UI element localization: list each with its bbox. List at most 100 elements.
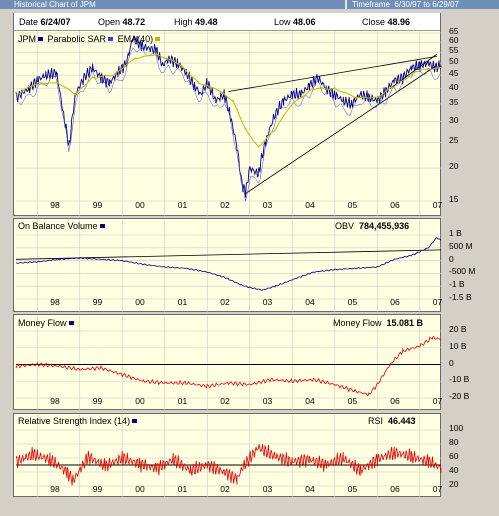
rsi-x-tick-00: 00 — [135, 484, 145, 494]
obv-y-tick-2: 0 — [449, 253, 454, 264]
price-x-tick-06: 06 — [390, 200, 400, 210]
rsi-y-tick-4: 20 — [449, 479, 459, 489]
price-series-ema-40- — [15, 52, 442, 149]
rsi-x-tick-07: 07 — [432, 484, 443, 494]
price-x-tick-01: 01 — [177, 200, 188, 210]
rsi-x-tick-02: 02 — [220, 484, 230, 494]
money-flow-y-tick-2: 0 — [449, 357, 454, 368]
timeframe-value: 6/30/97 to 6/29/07 — [394, 0, 459, 9]
obv-x-tick-07: 07 — [432, 297, 443, 307]
money-flow-x-tick-03: 03 — [262, 396, 273, 406]
money-flow-series-money-flow — [15, 335, 442, 397]
price-y-tick-4: 45 — [449, 68, 459, 79]
money-flow-x-tick-99: 99 — [92, 396, 103, 406]
money-flow-plot-svg — [15, 316, 442, 410]
close-readout: Close 48.96 — [362, 17, 411, 27]
window-titlebar: Historical Chart of JPM Timeframe 6/30/9… — [0, 0, 499, 9]
price-plot-svg — [15, 15, 442, 216]
rsi-swatch — [132, 419, 138, 424]
obv-x-tick-05: 05 — [347, 297, 358, 307]
obv-readout: OBV 784,455,936 — [335, 221, 410, 231]
rsi-x-tick-98: 98 — [50, 484, 60, 494]
money-flow-y-tick-0: 20 B — [449, 324, 467, 334]
obv-x-tick-98: 98 — [50, 297, 60, 307]
price-trendline-0 — [228, 55, 437, 92]
price-y-tick-7: 30 — [449, 114, 459, 125]
obv-x-tick-02: 02 — [220, 297, 230, 307]
money-flow-x-tick-01: 01 — [177, 396, 188, 406]
date-readout: Date 6/24/07 — [19, 17, 71, 27]
money-flow-x-tick-05: 05 — [347, 396, 358, 406]
obv-panel — [13, 218, 442, 312]
obv-y-tick-5: -1.5 B — [449, 292, 472, 302]
legend-ema: EMA(40) — [117, 34, 154, 44]
obv-title: On Balance Volume — [18, 221, 98, 231]
obv-trendline-0 — [15, 249, 442, 260]
obv-x-tick-04: 04 — [305, 297, 315, 307]
legend-jpm-swatch — [38, 37, 43, 42]
rsi-x-tick-06: 06 — [390, 484, 400, 494]
rsi-x-tick-04: 04 — [305, 484, 315, 494]
price-y-tick-9: 20 — [449, 161, 459, 172]
money-flow-title: Money Flow — [18, 318, 67, 328]
obv-x-tick-01: 01 — [177, 297, 188, 307]
money-flow-y-tick-3: -10 B — [449, 374, 470, 385]
obv-legend: On Balance Volume — [18, 221, 107, 231]
rsi-legend: Relative Strength Index (14) — [18, 416, 139, 426]
rsi-readout: RSI 46.443 — [368, 416, 416, 426]
rsi-panel — [13, 413, 442, 497]
price-y-tick-1: 60 — [449, 35, 459, 46]
price-x-tick-00: 00 — [135, 200, 145, 210]
price-x-tick-03: 03 — [262, 200, 273, 210]
rsi-y-tick-3: 40 — [449, 465, 459, 475]
legend-sar-swatch — [108, 37, 114, 42]
obv-y-tick-1: 500 M — [449, 240, 473, 251]
obv-y-tick-4: -1 B — [449, 279, 465, 290]
legend-sar: Parabolic SAR — [47, 34, 107, 44]
price-panel — [13, 13, 442, 216]
obv-value: 784,455,936 — [359, 221, 410, 231]
price-legend: JPM Parabolic SAR EMA(40) — [18, 34, 162, 44]
timeframe-label: Timeframe — [352, 0, 390, 9]
money-flow-panel — [13, 314, 442, 410]
price-series-jpm — [15, 35, 442, 198]
rsi-y-tick-1: 80 — [449, 437, 459, 447]
money-flow-x-tick-02: 02 — [220, 396, 230, 406]
price-y-tick-3: 50 — [449, 56, 459, 67]
money-flow-y-tick-1: 10 B — [449, 340, 467, 351]
low-readout: Low 48.06 — [274, 17, 316, 27]
money-flow-x-tick-98: 98 — [50, 396, 60, 406]
money-flow-x-tick-04: 04 — [305, 396, 315, 406]
money-flow-x-tick-00: 00 — [135, 396, 145, 406]
obv-x-tick-06: 06 — [390, 297, 400, 307]
money-flow-x-tick-07: 07 — [432, 396, 443, 406]
rsi-title: Relative Strength Index (14) — [18, 416, 131, 426]
price-x-tick-05: 05 — [347, 200, 358, 210]
open-readout: Open 48.72 — [98, 17, 146, 27]
high-readout: High 49.48 — [174, 17, 218, 27]
obv-y-tick-0: 1 B — [449, 228, 462, 238]
legend-jpm: JPM — [18, 34, 36, 44]
money-flow-legend: Money Flow — [18, 318, 76, 328]
rsi-x-tick-01: 01 — [177, 484, 188, 494]
rsi-x-tick-05: 05 — [347, 484, 358, 494]
price-x-tick-98: 98 — [50, 200, 60, 210]
price-x-tick-99: 99 — [92, 200, 103, 210]
timeframe: Timeframe 6/30/97 to 6/29/07 — [352, 0, 459, 9]
rsi-y-tick-2: 60 — [449, 451, 459, 461]
price-x-tick-07: 07 — [432, 200, 443, 210]
titlebar-separator — [345, 0, 347, 9]
price-y-tick-2: 55 — [449, 45, 459, 56]
window-title: Historical Chart of JPM — [14, 0, 96, 9]
rsi-value: 46.443 — [388, 416, 416, 426]
money-flow-value: 15.081 B — [386, 318, 424, 328]
price-x-tick-02: 02 — [220, 200, 230, 210]
price-y-tick-5: 40 — [449, 81, 459, 92]
price-y-tick-0: 65 — [449, 26, 459, 36]
money-flow-y-tick-4: -20 B — [449, 391, 470, 401]
rsi-series-rsi — [15, 444, 442, 486]
legend-ema-swatch — [155, 37, 161, 42]
ohlc-info-bar: Date 6/24/07 Open 48.72 High 49.48 Low 4… — [14, 13, 440, 31]
rsi-x-tick-99: 99 — [92, 484, 103, 494]
obv-series-obv — [15, 237, 442, 291]
